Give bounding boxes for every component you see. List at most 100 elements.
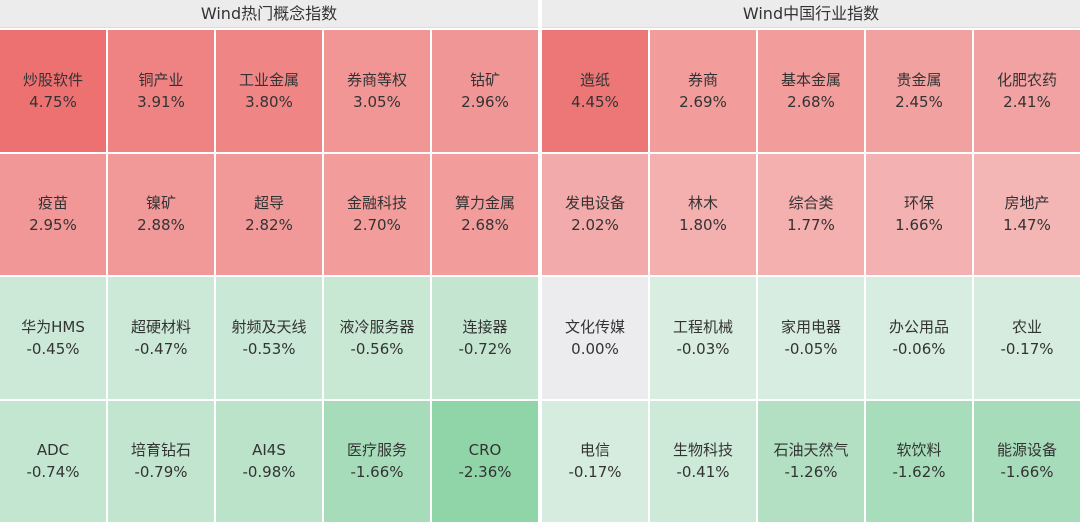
tile-name: 镍矿 [145, 194, 176, 213]
tile-value: 1.66% [895, 216, 943, 235]
tile-value: -1.66% [350, 463, 404, 482]
tile: 房地产 1.47% [974, 153, 1080, 275]
tile-name: 券商 [687, 70, 718, 89]
tile: 能源设备 -1.66% [974, 400, 1080, 522]
tile: 基本金属 2.68% [758, 30, 864, 152]
tile-value: 1.80% [679, 216, 727, 235]
tile-name: 连接器 [462, 317, 508, 336]
tile: 券商等权 3.05% [324, 30, 430, 152]
tile-name: 贵金属 [896, 70, 942, 89]
tile-value: 1.47% [1003, 216, 1051, 235]
tile: 发电设备 2.02% [542, 153, 648, 275]
tile-value: -1.26% [784, 463, 838, 482]
tile: 算力金属 2.68% [432, 153, 538, 275]
tile-name: 工业金属 [238, 70, 299, 89]
tile-value: 0.00% [571, 339, 619, 358]
tile: 镍矿 2.88% [108, 153, 214, 275]
tile: 农业 -0.17% [974, 277, 1080, 399]
tile-value: 2.95% [29, 216, 77, 235]
tile-value: -0.98% [242, 463, 296, 482]
tile: 石油天然气 -1.26% [758, 400, 864, 522]
tile-name: 造纸 [579, 70, 610, 89]
tile-value: -0.47% [134, 339, 188, 358]
tile-name: 金融科技 [346, 194, 407, 213]
tile-value: 2.68% [787, 92, 835, 111]
tile-value: 3.05% [353, 92, 401, 111]
tile-name: 基本金属 [780, 70, 841, 89]
tile: 医疗服务 -1.66% [324, 400, 430, 522]
tile-name: 炒股软件 [22, 70, 83, 89]
tile: 综合类 1.77% [758, 153, 864, 275]
tile: 炒股软件 4.75% [0, 30, 106, 152]
tile-name: 超硬材料 [130, 317, 191, 336]
panel-title: Wind中国行业指数 [542, 0, 1080, 28]
tile: 化肥农药 2.41% [974, 30, 1080, 152]
tile-value: -0.79% [134, 463, 188, 482]
tile-value: -0.06% [892, 339, 946, 358]
tile-name: 射频及天线 [231, 317, 307, 336]
tile: 钴矿 2.96% [432, 30, 538, 152]
tile-name: 化肥农药 [996, 70, 1057, 89]
tile-name: 华为HMS [21, 317, 85, 336]
tile: 金融科技 2.70% [324, 153, 430, 275]
panel: Wind中国行业指数 造纸 4.45% 券商 2.69% 基本金属 2.68% 贵金属 2.45… [542, 0, 1080, 522]
panel: Wind热门概念指数炒股软件 4.75% 铜产业 3.91% 工业金属 3.80% 券商等权… [0, 0, 538, 522]
tile-name: 文化传媒 [564, 317, 625, 336]
tile: 超硬材料 -0.47% [108, 277, 214, 399]
tile-name: 疫苗 [37, 194, 68, 213]
tile-name: 工程机械 [672, 317, 733, 336]
tile-name: 办公用品 [888, 317, 949, 336]
tile-name: AI4S [252, 441, 286, 460]
tile: 华为HMS -0.45% [0, 277, 106, 399]
tile: 工程机械 -0.03% [650, 277, 756, 399]
tile: 贵金属 2.45% [866, 30, 972, 152]
tile-name: 林木 [687, 194, 718, 213]
tile-name: 液冷服务器 [339, 317, 415, 336]
tile-name: 软饮料 [896, 441, 942, 460]
tile-name: 医疗服务 [346, 441, 407, 460]
tile-name: 石油天然气 [773, 441, 849, 460]
tile-name: 电信 [579, 441, 610, 460]
tile-value: 2.41% [1003, 92, 1051, 111]
tile-name: CRO [468, 441, 502, 460]
tile-value: 2.82% [245, 216, 293, 235]
tile: 连接器 -0.72% [432, 277, 538, 399]
tile: 疫苗 2.95% [0, 153, 106, 275]
tile-value: 2.45% [895, 92, 943, 111]
tile-value: -0.05% [784, 339, 838, 358]
tile-value: 4.75% [29, 92, 77, 111]
tile-grid: 炒股软件 4.75% 铜产业 3.91% 工业金属 3.80% 券商等权 3.05% 钴矿 2.9… [0, 30, 538, 522]
tile: 软饮料 -1.62% [866, 400, 972, 522]
tile: 射频及天线 -0.53% [216, 277, 322, 399]
tile-value: -0.17% [1000, 339, 1054, 358]
tile: 液冷服务器 -0.56% [324, 277, 430, 399]
panel-title: Wind热门概念指数 [0, 0, 538, 28]
tile-value: -0.45% [26, 339, 80, 358]
tile-value: -0.72% [458, 339, 512, 358]
tile: 环保 1.66% [866, 153, 972, 275]
tile-name: ADC [36, 441, 70, 460]
tile-value: -0.56% [350, 339, 404, 358]
tile: 林木 1.80% [650, 153, 756, 275]
tile-value: -0.17% [568, 463, 622, 482]
tile-name: 铜产业 [138, 70, 184, 89]
tile: 办公用品 -0.06% [866, 277, 972, 399]
tile: 券商 2.69% [650, 30, 756, 152]
tile-grid: 造纸 4.45% 券商 2.69% 基本金属 2.68% 贵金属 2.45% 化肥农药 2.41%… [542, 30, 1080, 522]
tile: 培育钻石 -0.79% [108, 400, 214, 522]
tile-name: 券商等权 [346, 70, 407, 89]
tile-name: 综合类 [788, 194, 834, 213]
tile: CRO -2.36% [432, 400, 538, 522]
tile-name: 算力金属 [454, 194, 515, 213]
tile-value: 3.91% [137, 92, 185, 111]
tile-value: -0.03% [676, 339, 730, 358]
tile-value: 3.80% [245, 92, 293, 111]
tile-name: 生物科技 [672, 441, 733, 460]
tile-value: 2.88% [137, 216, 185, 235]
tile-name: 培育钻石 [130, 441, 191, 460]
tile-value: -0.41% [676, 463, 730, 482]
tile-name: 钴矿 [469, 70, 500, 89]
tile: 铜产业 3.91% [108, 30, 214, 152]
tile-value: 2.70% [353, 216, 401, 235]
